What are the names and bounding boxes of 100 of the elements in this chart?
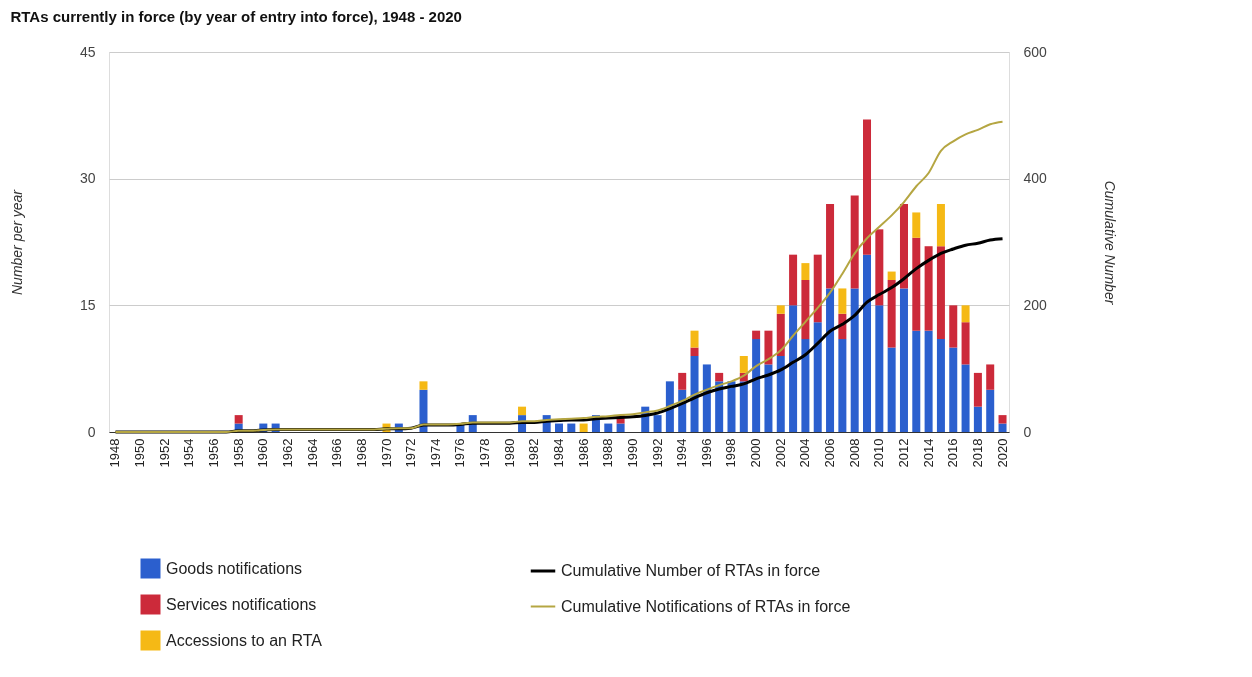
line-series (114, 120, 1004, 433)
bar (789, 305, 798, 432)
bar (826, 204, 835, 289)
bar (936, 246, 945, 340)
bar (567, 423, 576, 432)
y-tick-label: 0 (87, 423, 96, 440)
bar (998, 415, 1007, 424)
x-tick-label: 2014 (920, 438, 936, 468)
x-tick-label: 1998 (723, 438, 739, 468)
bar (234, 415, 243, 424)
x-tick-label: 2006 (822, 438, 838, 468)
x-tick-label: 1970 (378, 438, 394, 468)
bar (604, 423, 613, 432)
bar (850, 195, 859, 289)
x-tick-label: 1968 (353, 438, 369, 468)
y2-tick-label: 0 (1023, 423, 1032, 440)
x-tick-label: 1978 (477, 438, 493, 468)
x-tick-label: 1988 (600, 438, 616, 468)
y2-axis-title: Cumulative Number (1101, 180, 1118, 306)
x-tick-label: 1992 (649, 438, 665, 468)
legend-label: Accessions to an RTA (166, 631, 323, 649)
x-tick-label: 1958 (230, 438, 246, 468)
bar (518, 406, 527, 416)
bar (924, 330, 933, 432)
bar (419, 389, 428, 432)
bar (776, 305, 785, 314)
x-tick-label: 1994 (674, 438, 690, 468)
y2-tick-label: 400 (1023, 170, 1048, 187)
bar (678, 372, 687, 390)
x-tick-label: 2004 (797, 438, 813, 468)
bar (801, 263, 810, 280)
x-tick-label: 2002 (772, 438, 788, 468)
bar (850, 288, 859, 432)
bar (727, 381, 736, 432)
x-tick-label: 1966 (329, 438, 345, 468)
bar (875, 305, 884, 432)
bar (936, 204, 945, 247)
bar (653, 415, 662, 432)
x-tick-label: 1990 (624, 438, 640, 468)
bar (961, 322, 970, 365)
x-tick-label: 1948 (107, 438, 123, 468)
bar (555, 423, 563, 432)
bar (579, 423, 588, 432)
bar (826, 288, 835, 432)
x-tick-label: 2016 (945, 438, 961, 468)
x-tick-label: 1980 (501, 438, 517, 468)
x-tick-label: 1972 (403, 438, 419, 468)
bar (986, 364, 995, 390)
x-tick-label: 2000 (748, 438, 764, 468)
bar (752, 339, 761, 432)
bar (702, 364, 711, 432)
bar (912, 212, 921, 238)
bar (936, 339, 945, 432)
bar (887, 347, 896, 432)
bar (912, 330, 921, 432)
bar (863, 119, 872, 255)
x-tick-label: 2012 (895, 438, 911, 468)
bar (739, 356, 748, 373)
bar (863, 254, 872, 432)
x-tick-label: 1984 (551, 438, 566, 468)
x-tick-label: 1954 (181, 438, 197, 468)
bar (998, 423, 1007, 432)
y-tick-label: 45 (79, 43, 96, 60)
bar (924, 246, 933, 331)
bar (838, 288, 847, 314)
x-tick-label: 1962 (279, 438, 295, 468)
y-axis-title: Number per year (8, 188, 25, 296)
bar (616, 423, 625, 432)
legend-label: Goods notifications (166, 559, 303, 577)
bar (899, 288, 908, 432)
bar (752, 330, 761, 340)
bar (690, 347, 699, 356)
x-tick-label: 1964 (304, 438, 320, 468)
bar (813, 254, 822, 323)
x-tick-label: 1950 (132, 438, 148, 468)
bar (949, 305, 958, 348)
bar (690, 330, 699, 348)
bar (715, 372, 724, 382)
bar (973, 406, 982, 432)
bar (838, 339, 847, 432)
x-tick-label: 1976 (452, 438, 468, 468)
bar (739, 381, 748, 432)
x-tick-label: 1960 (255, 438, 271, 468)
x-tick-label: 1974 (427, 438, 443, 468)
x-tick-label: 1986 (575, 438, 591, 468)
x-tick-label: 2010 (871, 438, 887, 468)
bar (961, 364, 970, 432)
bar (764, 330, 773, 365)
y-tick-label: 15 (79, 296, 96, 313)
bar (813, 322, 822, 432)
bar (875, 229, 884, 306)
bar (801, 280, 810, 340)
x-tick-label: 2018 (969, 438, 985, 468)
x-tick-label: 1982 (526, 438, 542, 468)
x-tick-label: 1956 (206, 438, 222, 468)
bar (776, 356, 785, 432)
bar (887, 280, 896, 348)
legend-label: Cumulative Notifications of RTAs in force (561, 597, 851, 615)
bar (973, 372, 982, 407)
y2-tick-label: 200 (1023, 296, 1048, 313)
